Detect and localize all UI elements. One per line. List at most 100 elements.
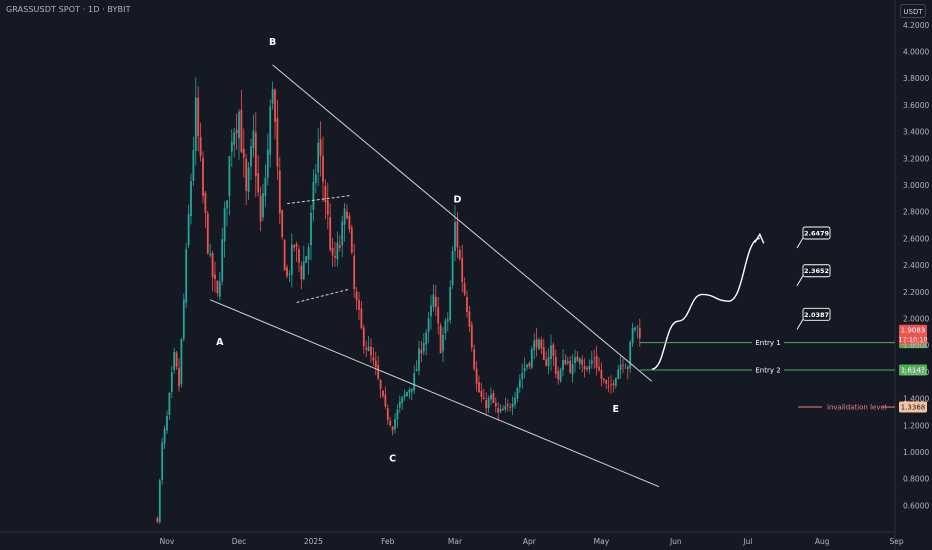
- trendlines-group: [210, 64, 765, 488]
- candle-body: [334, 255, 336, 258]
- candle-body: [168, 392, 171, 415]
- candle-body: [634, 327, 636, 330]
- candle-body: [156, 517, 159, 522]
- target-callout[interactable]: [802, 226, 831, 240]
- candle-body: [353, 255, 356, 290]
- candle-body: [252, 130, 255, 149]
- candle-body: [636, 325, 639, 327]
- annotations-group: A B C D E 2.6479 2.3652 2.0387: [216, 37, 831, 464]
- candle-body: [175, 352, 178, 367]
- time-tick-label: Dec: [232, 537, 247, 546]
- candle-body: [559, 369, 562, 382]
- candle-body: [384, 394, 387, 407]
- candle-body: [178, 367, 180, 387]
- time-tick-label: Sep: [890, 537, 904, 546]
- candle-body: [276, 118, 279, 167]
- candle-body: [408, 389, 411, 393]
- candle-body: [379, 380, 382, 389]
- candle-body: [305, 256, 308, 263]
- candle-body: [619, 364, 622, 370]
- candle-body: [430, 305, 432, 317]
- candle-body: [533, 340, 536, 351]
- price-tick-label: 0.8000: [903, 475, 929, 484]
- entry-2-price-tag: [899, 364, 927, 376]
- time-tick-label: Jun: [669, 537, 682, 546]
- price-tick-label: 4.2000: [903, 21, 929, 30]
- candle-body: [300, 265, 303, 280]
- candle-body: [586, 367, 588, 370]
- candle-body: [470, 324, 473, 348]
- candle-body: [226, 200, 228, 209]
- candle-body: [598, 366, 600, 370]
- upper-resistance-trendline[interactable]: [272, 64, 653, 382]
- candle-body: [161, 442, 164, 481]
- candle-body: [526, 364, 528, 368]
- candle-body: [350, 227, 353, 253]
- candle-body: [413, 373, 416, 391]
- price-tick-label: 1.8000: [903, 341, 929, 350]
- invalidation-label: invalidation level: [827, 404, 887, 412]
- candle-body: [348, 215, 351, 230]
- candle-body: [439, 325, 442, 354]
- candle-body: [290, 244, 293, 275]
- candle-body: [593, 357, 596, 359]
- candle-body: [372, 357, 375, 361]
- candle-body: [571, 364, 574, 375]
- price-tick-label: 2.0000: [903, 315, 929, 324]
- candle-body: [566, 361, 569, 364]
- candle-body: [490, 394, 492, 400]
- time-tick-label: Aug: [815, 537, 830, 546]
- candle-body: [398, 401, 401, 408]
- candle-body: [590, 360, 593, 364]
- candle-body: [523, 368, 526, 372]
- candle-body: [506, 404, 509, 407]
- currency-badge[interactable]: USDT: [900, 4, 926, 18]
- candle-body: [516, 387, 519, 399]
- candle-body: [377, 365, 380, 379]
- flag-dashed-line[interactable]: [286, 195, 350, 205]
- candle-body: [617, 369, 620, 380]
- candle-body: [528, 362, 531, 367]
- candle-body: [365, 348, 368, 350]
- candle-body: [245, 158, 248, 191]
- invalidation-price-tag: [899, 401, 927, 413]
- candle-body: [262, 193, 264, 218]
- time-tick-label: Feb: [381, 537, 395, 546]
- candle-body: [442, 334, 444, 352]
- candle-body: [367, 346, 370, 351]
- candle-body: [480, 391, 483, 397]
- candle-body: [278, 170, 281, 214]
- price-tick-label: 2.2000: [903, 288, 929, 297]
- candle-body: [204, 192, 207, 213]
- candle-body: [461, 258, 464, 283]
- candle-body: [358, 299, 360, 310]
- wave-label-a: A: [216, 337, 224, 348]
- candle-body: [607, 385, 610, 387]
- target-callout[interactable]: [802, 264, 831, 278]
- price-tick-label: 3.4000: [903, 128, 929, 137]
- candle-body: [187, 214, 190, 246]
- candle-body: [564, 359, 567, 365]
- time-tick-label: 2025: [304, 537, 323, 546]
- lower-support-trendline[interactable]: [210, 299, 660, 488]
- invalidation-price-tag-text: 1.3368: [901, 404, 926, 412]
- price-tick-label: 3.0000: [903, 181, 929, 190]
- flag-dashed-line[interactable]: [296, 288, 350, 303]
- projection-curve[interactable]: [651, 237, 761, 370]
- candle-body: [382, 390, 384, 396]
- price-axis[interactable]: 4.2000 4.0000 3.8000 3.6000 3.4000 3.2000 3.00…: [903, 21, 929, 511]
- candle-body: [228, 156, 231, 197]
- target-callout[interactable]: [802, 307, 831, 321]
- entry-1-label: Entry 1: [755, 339, 780, 347]
- candle-body: [324, 186, 327, 203]
- time-axis[interactable]: Nov Dec 2025 Feb Mar Apr May Jun Jul Aug Sep: [160, 537, 904, 546]
- candle-body: [418, 348, 420, 371]
- candle-body: [250, 146, 252, 167]
- candle-body: [199, 137, 202, 157]
- candle-body: [257, 173, 260, 193]
- candle-body: [298, 249, 300, 263]
- candle-body: [425, 332, 428, 345]
- candle-body: [206, 213, 209, 254]
- candle-body: [629, 341, 632, 369]
